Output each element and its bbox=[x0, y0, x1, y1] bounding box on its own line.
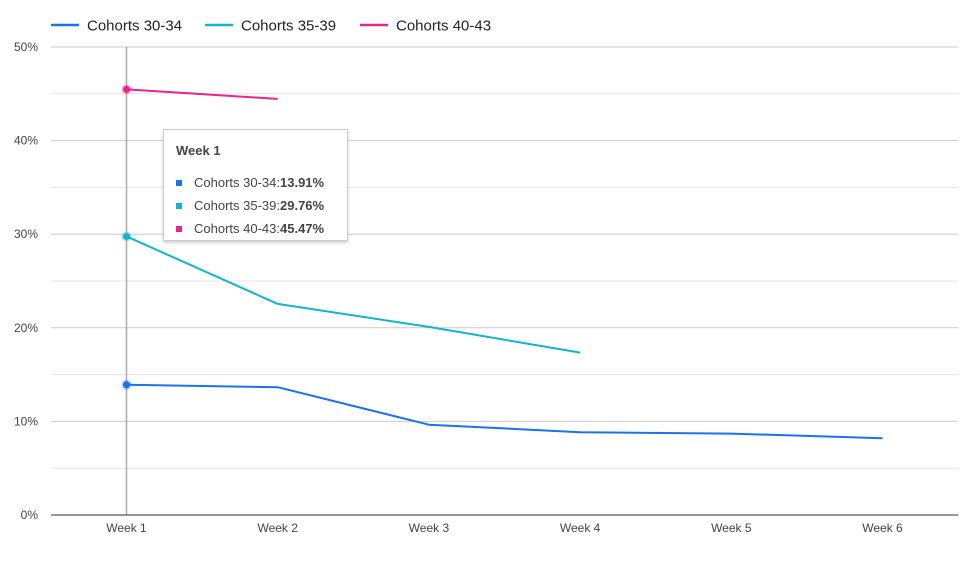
y-tick-label: 30% bbox=[14, 227, 38, 241]
y-tick-label: 40% bbox=[14, 134, 38, 148]
tooltip-swatch-40-43 bbox=[176, 225, 182, 232]
highlighted-points bbox=[121, 84, 132, 390]
tooltip: Week 1 Cohorts 30-34: 13.91% Cohorts 35-… bbox=[163, 129, 348, 241]
tooltip-label: Cohorts 40-43: bbox=[194, 221, 280, 236]
y-tick-label: 0% bbox=[21, 508, 39, 522]
x-tick-label: Week 1 bbox=[106, 521, 147, 535]
y-tick-label: 10% bbox=[14, 414, 38, 428]
tooltip-row: Cohorts 35-39: 29.76% bbox=[176, 194, 335, 217]
tooltip-value: 29.76% bbox=[280, 198, 325, 213]
series-line bbox=[126, 235, 581, 354]
tooltip-swatch-30-34 bbox=[176, 179, 182, 186]
legend-label: Cohorts 35-39 bbox=[241, 18, 336, 35]
series-lines bbox=[126, 88, 883, 440]
x-tick-label: Week 2 bbox=[257, 521, 298, 535]
tooltip-row: Cohorts 30-34: 13.91% bbox=[176, 171, 335, 194]
gridlines: 0% 10% 20% 30% 40% 50% bbox=[14, 40, 958, 522]
data-point bbox=[123, 85, 130, 93]
x-tick-label: Week 5 bbox=[711, 521, 752, 535]
legend-label: Cohorts 30-34 bbox=[87, 18, 182, 35]
tooltip-label: Cohorts 35-39: bbox=[194, 198, 280, 213]
tooltip-swatch-35-39 bbox=[176, 202, 182, 209]
tooltip-row: Cohorts 40-43: 45.47% bbox=[176, 217, 335, 240]
tooltip-label: Cohorts 30-34: bbox=[194, 175, 280, 190]
tooltip-value: 45.47% bbox=[280, 221, 325, 236]
data-point bbox=[123, 232, 130, 240]
y-tick-label: 50% bbox=[14, 40, 38, 54]
data-point bbox=[123, 381, 130, 389]
series-line bbox=[126, 383, 883, 440]
y-tick-label: 20% bbox=[14, 321, 38, 335]
x-axis: Week 1 Week 2 Week 3 Week 4 Week 5 Week 6 bbox=[51, 514, 958, 535]
x-tick-label: Week 4 bbox=[560, 521, 601, 535]
legend: Cohorts 30-34 Cohorts 35-39 Cohorts 40-43 bbox=[51, 18, 491, 35]
tooltip-title: Week 1 bbox=[176, 143, 221, 158]
tooltip-value: 13.91% bbox=[280, 175, 325, 190]
x-tick-label: Week 6 bbox=[862, 521, 903, 535]
series-line bbox=[126, 88, 278, 100]
x-tick-label: Week 3 bbox=[409, 521, 450, 535]
legend-label: Cohorts 40-43 bbox=[396, 18, 491, 35]
